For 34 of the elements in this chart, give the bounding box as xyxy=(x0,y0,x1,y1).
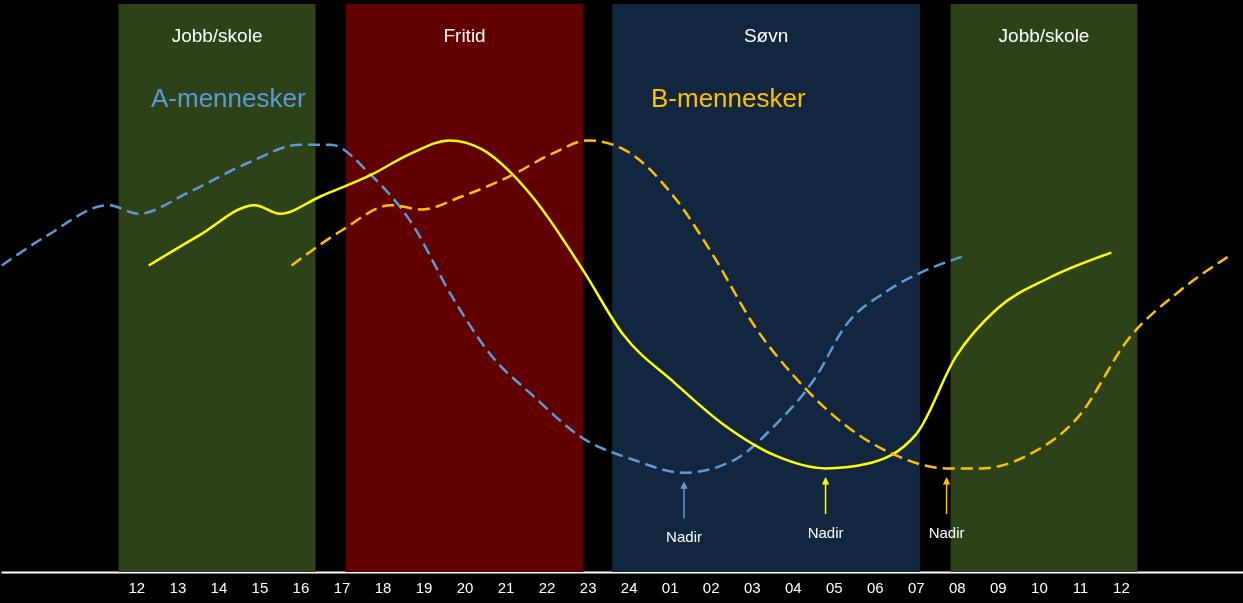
x-tick-label: 01 xyxy=(661,578,679,596)
x-tick-label: 07 xyxy=(907,578,925,596)
x-tick-label: 08 xyxy=(948,578,966,596)
x-tick-label: 02 xyxy=(702,578,720,596)
x-tick-label: 15 xyxy=(251,578,269,596)
x-tick-label: 18 xyxy=(374,578,392,596)
band-label: Jobb/skole xyxy=(171,25,263,46)
x-tick-label: 20 xyxy=(456,578,474,596)
x-tick-label: 04 xyxy=(784,578,802,596)
x-tick-label: 17 xyxy=(333,578,351,596)
band-label: Fritid xyxy=(443,25,486,46)
x-tick-label: 05 xyxy=(825,578,843,596)
x-tick-label: 24 xyxy=(620,578,638,596)
x-tick-label: 16 xyxy=(292,578,310,596)
x-tick-label: 09 xyxy=(990,578,1007,596)
annotation: Nadir xyxy=(928,524,965,542)
x-tick-label: 12 xyxy=(128,578,146,596)
band-label: Søvn xyxy=(743,25,789,46)
x-tick-label: 19 xyxy=(415,578,433,596)
x-tick-label: 06 xyxy=(866,578,884,596)
x-tick-label: 22 xyxy=(538,578,556,596)
x-tick-label: 11 xyxy=(1072,578,1089,596)
series-label: B-mennesker xyxy=(651,83,806,113)
series-label: A-mennesker xyxy=(151,83,306,113)
x-tick-label: 21 xyxy=(497,578,515,596)
x-tick-label: 14 xyxy=(210,578,228,596)
x-tick-label: 12 xyxy=(1113,578,1130,596)
x-tick-label: 23 xyxy=(579,578,597,596)
annotation: Nadir xyxy=(807,524,844,542)
x-tick-label: 10 xyxy=(1031,578,1048,596)
band-label: Jobb/skole xyxy=(998,25,1090,46)
annotation: Nadir xyxy=(666,528,702,546)
x-tick-label: 03 xyxy=(743,578,761,596)
x-tick-label: 13 xyxy=(169,578,187,596)
